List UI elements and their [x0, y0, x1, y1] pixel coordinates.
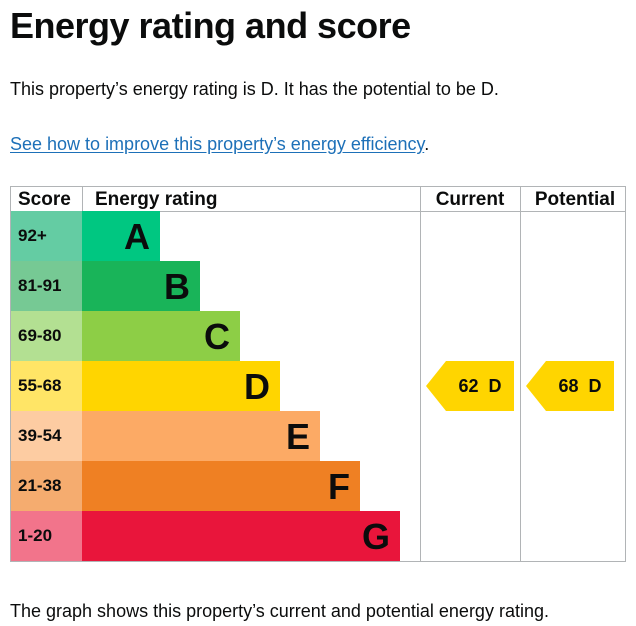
rating-bar-b	[82, 261, 200, 311]
current-rating-label: 62 D	[458, 376, 501, 396]
score-range-f: 21-38	[18, 476, 61, 495]
rating-bar-d	[82, 361, 280, 411]
rating-bar-e	[82, 411, 320, 461]
rating-bands: 92+ A 81-91 B 69-80 C 55-68 D 39-54 E 21-38 F 1-20 G	[11, 211, 400, 561]
score-range-g: 1-20	[18, 526, 52, 545]
rating-letter-c: C	[204, 316, 230, 357]
rating-markers: 62 D 68 D	[426, 361, 614, 411]
score-range-d: 55-68	[18, 376, 61, 395]
score-range-b: 81-91	[18, 276, 61, 295]
rating-letter-f: F	[328, 466, 350, 507]
improve-link-line: See how to improve this property’s energ…	[10, 133, 429, 155]
rating-letter-a: A	[124, 216, 150, 257]
score-cell-c	[11, 311, 82, 361]
header-current: Current	[436, 189, 505, 210]
score-cell-d	[11, 361, 82, 411]
chart-caption: The graph shows this property’s current …	[10, 601, 549, 621]
score-range-e: 39-54	[18, 426, 62, 445]
score-cell-f	[11, 461, 82, 511]
potential-rating-label: 68 D	[558, 376, 601, 396]
rating-bar-c	[82, 311, 240, 361]
header-score: Score	[18, 189, 71, 210]
header-potential: Potential	[535, 189, 615, 210]
score-range-a: 92+	[18, 226, 47, 245]
link-suffix: .	[424, 134, 430, 154]
improve-efficiency-link[interactable]: See how to improve this property’s energ…	[10, 134, 425, 154]
score-cell-a	[11, 211, 82, 261]
rating-summary: This property’s energy rating is D. It h…	[10, 79, 499, 99]
chart-border	[10, 186, 626, 562]
header-energy-rating: Energy rating	[95, 189, 217, 210]
page-title: Energy rating and score	[10, 5, 411, 46]
rating-letter-g: G	[362, 516, 390, 557]
score-range-c: 69-80	[18, 326, 61, 345]
current-rating-arrow	[426, 361, 514, 411]
rating-letter-b: B	[164, 266, 190, 307]
score-cell-b	[11, 261, 82, 311]
rating-bar-f	[82, 461, 360, 511]
rating-bar-g	[82, 511, 400, 561]
rating-letter-e: E	[286, 416, 310, 457]
potential-rating-arrow	[526, 361, 614, 411]
score-cell-g	[11, 511, 82, 561]
score-cell-e	[11, 411, 82, 461]
rating-letter-d: D	[244, 366, 270, 407]
rating-bar-a	[82, 211, 160, 261]
